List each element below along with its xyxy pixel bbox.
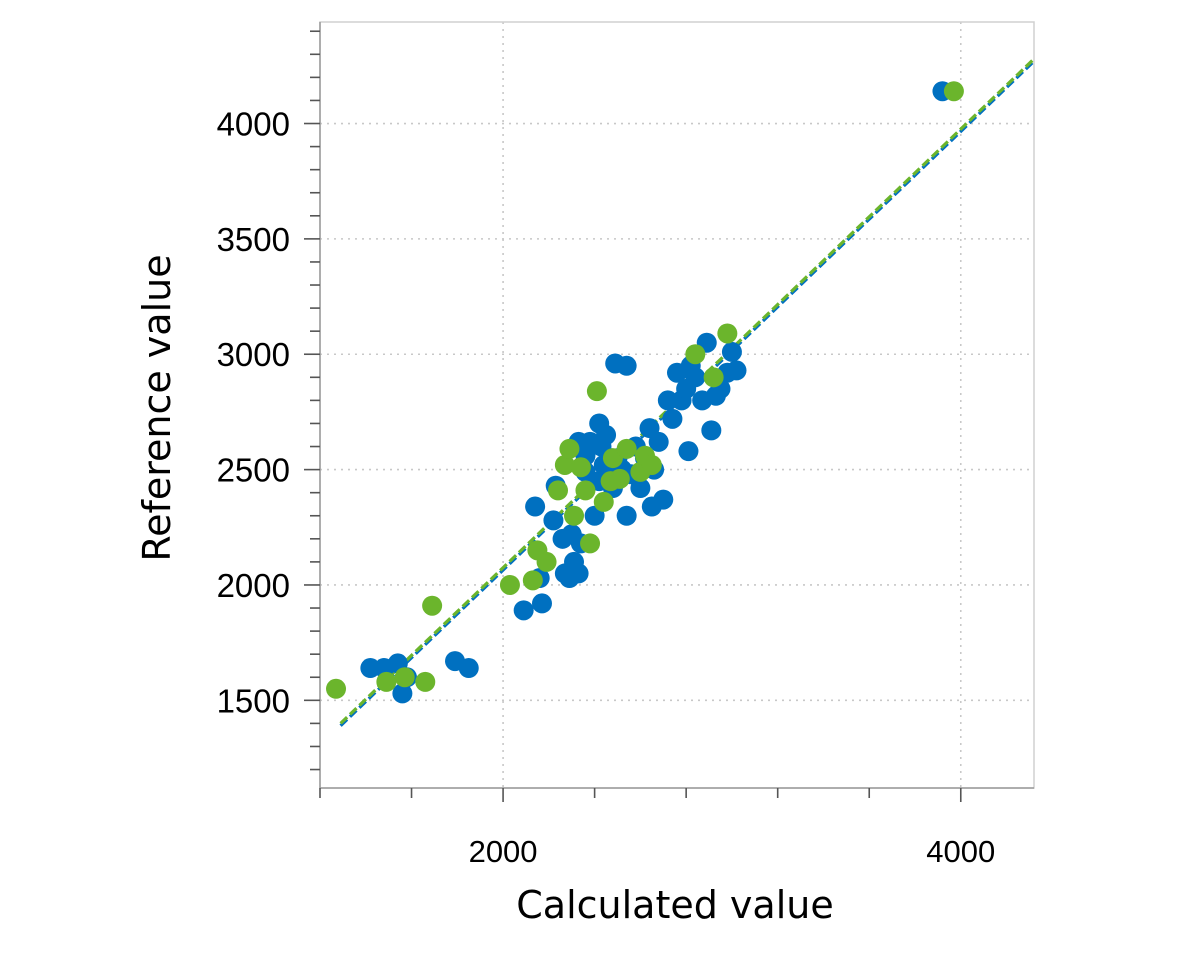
data-point	[596, 424, 617, 445]
data-point	[376, 671, 397, 692]
data-point	[641, 454, 662, 475]
x-tick-label: 4000	[926, 834, 995, 869]
tick-labels: 1500 2000 2500 3000 3500 4000 2000 4000	[217, 106, 996, 869]
y-tick-label: 4000	[217, 106, 290, 143]
data-point	[701, 420, 722, 441]
data-point	[662, 408, 683, 429]
data-point	[536, 551, 557, 572]
data-point	[394, 667, 415, 688]
data-point	[415, 671, 436, 692]
data-point	[568, 563, 589, 584]
data-point	[458, 658, 479, 679]
grid	[320, 22, 1034, 788]
data-point	[559, 438, 580, 459]
data-point	[522, 570, 543, 591]
data-point	[685, 344, 706, 365]
y-tick-label: 3000	[217, 336, 290, 373]
series-2	[326, 81, 964, 699]
data-point	[943, 81, 964, 102]
data-point	[703, 367, 724, 388]
series-1	[360, 81, 953, 704]
data-point	[422, 595, 443, 616]
data-point	[726, 360, 747, 381]
data-point	[593, 491, 614, 512]
data-point	[653, 489, 674, 510]
data-point	[630, 478, 651, 499]
data-point	[525, 496, 546, 517]
x-axis-title: Calculated value	[516, 883, 833, 927]
x-tick-label: 2000	[469, 834, 538, 869]
data-point	[609, 468, 630, 489]
data-point	[360, 658, 381, 679]
data-point	[392, 683, 413, 704]
data-point	[657, 390, 678, 411]
data-point	[554, 454, 575, 475]
data-point	[678, 441, 699, 462]
data-point	[499, 574, 520, 595]
data-point	[564, 505, 585, 526]
data-point	[717, 323, 738, 344]
fit-line	[339, 60, 1036, 727]
data-point	[326, 678, 347, 699]
y-tick-label: 2500	[217, 452, 290, 489]
data-point	[721, 341, 742, 362]
data-point	[543, 510, 564, 531]
axes	[304, 22, 1034, 802]
y-axis-title: Reference value	[135, 254, 179, 561]
data-point	[616, 438, 637, 459]
data-point	[648, 431, 669, 452]
data-point	[616, 505, 637, 526]
data-point	[575, 480, 596, 501]
data-point	[570, 457, 591, 478]
y-tick-label: 1500	[217, 682, 290, 719]
data-point	[513, 600, 534, 621]
fit-lines	[339, 57, 1036, 727]
data-point	[685, 367, 706, 388]
data-points	[326, 81, 964, 704]
fit-line	[339, 57, 1036, 725]
data-point	[586, 381, 607, 402]
data-point	[531, 593, 552, 614]
y-tick-label: 2000	[217, 567, 290, 604]
data-point	[580, 533, 601, 554]
data-point	[548, 480, 568, 501]
y-tick-label: 3500	[217, 221, 290, 258]
data-point	[616, 355, 637, 376]
